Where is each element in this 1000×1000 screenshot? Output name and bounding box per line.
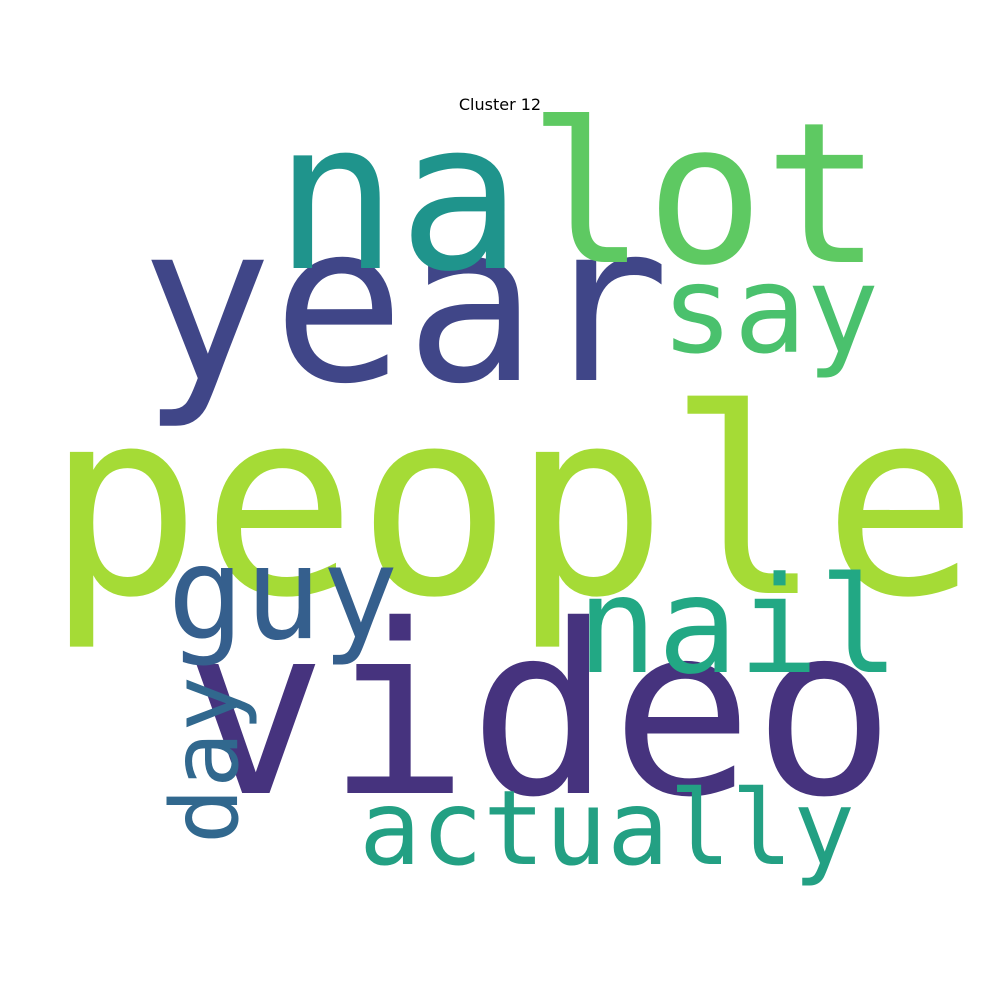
word-na: na — [274, 77, 522, 317]
word-video: video — [185, 574, 895, 849]
word-actually: actually — [359, 769, 855, 889]
word-people: people — [46, 354, 978, 654]
chart-title: Cluster 12 — [458, 95, 542, 114]
word-day: day — [151, 676, 259, 844]
word-guy: guy — [167, 520, 398, 669]
word-nail: nail — [577, 548, 900, 704]
word-say: say — [661, 240, 880, 381]
word-lot: lot — [528, 81, 882, 309]
word-year: year — [140, 176, 670, 432]
